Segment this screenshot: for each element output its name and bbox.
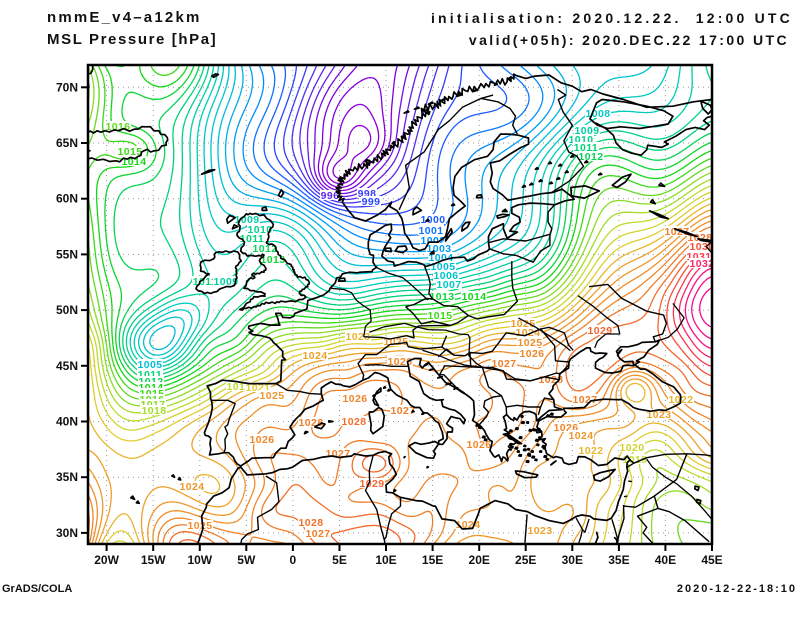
svg-text:1027: 1027 [665,226,690,238]
svg-text:15W: 15W [141,553,166,567]
svg-text:45E: 45E [701,553,722,567]
svg-text:1001: 1001 [419,225,444,237]
svg-text:1024: 1024 [180,481,205,493]
svg-text:1023: 1023 [647,409,672,421]
svg-text:30E: 30E [562,553,583,567]
svg-text:1000: 1000 [421,214,446,226]
svg-text:1024: 1024 [569,430,594,442]
svg-text:1028: 1028 [299,517,324,529]
svg-text:1032: 1032 [690,258,715,270]
svg-text:1024: 1024 [303,350,328,362]
svg-text:1026: 1026 [343,393,368,405]
svg-text:1013: 1013 [430,291,455,303]
svg-text:25E: 25E [515,553,536,567]
svg-text:1008: 1008 [586,108,611,120]
svg-text:1025: 1025 [511,318,536,330]
svg-text:20E: 20E [469,553,490,567]
svg-text:10E: 10E [375,553,396,567]
svg-text:1012: 1012 [253,243,278,255]
svg-text:1024: 1024 [516,327,541,339]
svg-text:55N: 55N [56,247,78,261]
svg-text:65N: 65N [56,136,78,150]
svg-text:1025: 1025 [260,390,285,402]
svg-text:999: 999 [362,196,381,208]
svg-text:1014: 1014 [462,291,487,303]
svg-text:35N: 35N [56,470,78,484]
svg-text:1026: 1026 [388,356,413,368]
svg-text:40N: 40N [56,415,78,429]
svg-text:1027: 1027 [306,528,331,540]
svg-text:996: 996 [321,190,340,202]
svg-text:1027: 1027 [326,448,351,460]
svg-text:1026: 1026 [250,434,275,446]
svg-text:30N: 30N [56,526,78,540]
svg-text:1023: 1023 [528,525,553,537]
svg-text:1012: 1012 [579,151,604,163]
svg-text:60N: 60N [56,192,78,206]
svg-text:1009: 1009 [235,214,260,226]
svg-text:50N: 50N [56,303,78,317]
svg-text:1015: 1015 [428,310,453,322]
svg-text:1013: 1013 [261,254,286,266]
svg-text:1027: 1027 [573,394,598,406]
svg-text:35E: 35E [608,553,629,567]
svg-text:1007: 1007 [437,279,462,291]
svg-text:1028: 1028 [299,417,324,429]
svg-text:1025: 1025 [188,520,213,532]
svg-text:1029: 1029 [360,478,385,490]
svg-text:1027: 1027 [492,358,517,370]
svg-text:1029: 1029 [588,325,613,337]
svg-text:10W: 10W [187,553,212,567]
svg-text:15E: 15E [422,553,443,567]
svg-text:1016: 1016 [106,121,131,133]
svg-text:1022: 1022 [579,445,604,457]
svg-text:1027: 1027 [391,405,416,417]
svg-text:20W: 20W [94,553,119,567]
svg-text:1009: 1009 [214,276,239,288]
svg-text:1015: 1015 [118,146,143,158]
svg-text:1011: 1011 [240,233,264,245]
svg-text:1020: 1020 [620,442,645,454]
svg-text:5E: 5E [332,553,347,567]
svg-text:1018: 1018 [142,405,167,417]
svg-text:45N: 45N [56,359,78,373]
svg-text:0: 0 [290,553,297,567]
svg-text:1026: 1026 [520,348,545,360]
svg-text:1030: 1030 [690,241,715,253]
svg-text:40E: 40E [655,553,676,567]
svg-text:1005: 1005 [138,359,163,371]
svg-text:1025: 1025 [518,337,543,349]
svg-text:1028: 1028 [342,416,367,428]
svg-text:1019: 1019 [227,381,252,393]
svg-text:1026: 1026 [467,439,492,451]
svg-text:5W: 5W [237,553,256,567]
svg-text:70N: 70N [56,80,78,94]
